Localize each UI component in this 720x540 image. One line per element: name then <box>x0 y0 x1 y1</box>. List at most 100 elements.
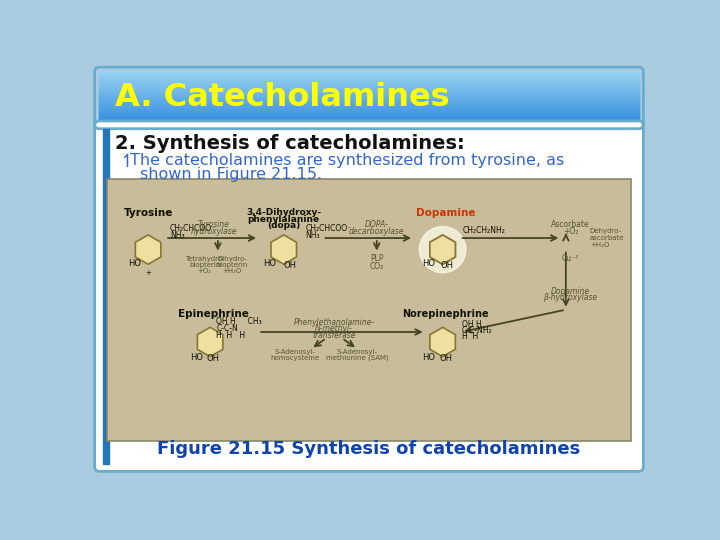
Bar <box>99 75 639 76</box>
Bar <box>99 73 639 75</box>
Polygon shape <box>430 235 455 264</box>
Text: OH: OH <box>441 260 454 269</box>
FancyBboxPatch shape <box>94 121 644 471</box>
Text: HO: HO <box>127 259 140 268</box>
Text: homocysteine: homocysteine <box>271 355 320 361</box>
Bar <box>99 78 639 79</box>
Bar <box>99 82 639 83</box>
Text: transferase: transferase <box>312 330 356 340</box>
Bar <box>99 77 639 78</box>
Polygon shape <box>135 235 161 264</box>
Bar <box>99 108 639 109</box>
Bar <box>99 92 639 93</box>
Bar <box>99 102 639 103</box>
Text: biopterin: biopterin <box>189 262 220 268</box>
Bar <box>99 106 639 107</box>
Text: OH H     CH₃: OH H CH₃ <box>216 316 262 326</box>
Text: methionine (SAM): methionine (SAM) <box>326 355 389 361</box>
Bar <box>99 93 639 94</box>
Text: The catecholamines are synthesized from tyrosine, as: The catecholamines are synthesized from … <box>130 153 564 168</box>
Bar <box>99 92 639 93</box>
Text: shown in Figure 21.15.: shown in Figure 21.15. <box>140 167 323 182</box>
Bar <box>99 115 639 116</box>
Bar <box>99 94 639 95</box>
Text: Dopamine: Dopamine <box>551 287 590 296</box>
Bar <box>99 118 639 119</box>
Text: hydroxylase: hydroxylase <box>191 227 238 237</box>
Text: Phenylethanolamine-: Phenylethanolamine- <box>294 318 374 327</box>
Bar <box>99 112 639 113</box>
Bar <box>99 100 639 101</box>
Bar <box>99 105 639 106</box>
Bar <box>99 84 639 85</box>
Bar <box>99 85 639 86</box>
FancyBboxPatch shape <box>86 60 652 485</box>
Bar <box>99 116 639 117</box>
Bar <box>99 89 639 90</box>
Bar <box>99 120 639 121</box>
Bar <box>99 80 639 82</box>
Text: CH₂CH₂NH₂: CH₂CH₂NH₂ <box>463 226 505 235</box>
Text: Dehydro-
ascorbate
+H₂O: Dehydro- ascorbate +H₂O <box>590 228 624 248</box>
Bar <box>99 111 639 112</box>
Text: NH₃: NH₃ <box>170 231 184 240</box>
Bar <box>99 117 639 118</box>
Text: (dopa): (dopa) <box>267 221 300 230</box>
Bar <box>99 78 639 79</box>
Text: DOPA-: DOPA- <box>365 220 389 230</box>
Bar <box>99 121 639 122</box>
Text: OH: OH <box>207 354 220 363</box>
Bar <box>99 96 639 97</box>
Text: Dopamine: Dopamine <box>416 208 475 218</box>
Bar <box>99 110 639 111</box>
Bar <box>99 74 639 75</box>
Polygon shape <box>271 235 297 264</box>
Bar <box>99 112 639 113</box>
Bar <box>99 79 639 80</box>
Bar <box>99 90 639 91</box>
Text: C-C-N: C-C-N <box>216 323 238 333</box>
Text: CO₂: CO₂ <box>369 262 384 271</box>
Bar <box>99 86 639 87</box>
Bar <box>99 101 639 102</box>
Text: H  H: H H <box>462 332 478 341</box>
Bar <box>99 81 639 82</box>
Text: Ascorbate: Ascorbate <box>552 220 590 230</box>
Text: Norepinephrine: Norepinephrine <box>402 308 489 319</box>
Bar <box>99 109 639 110</box>
Bar <box>99 96 639 97</box>
Text: phenylalanine: phenylalanine <box>248 215 320 224</box>
Bar <box>99 95 639 96</box>
Text: Tetrahydro-: Tetrahydro- <box>185 256 225 262</box>
Bar <box>99 98 639 99</box>
Text: HO: HO <box>264 259 276 268</box>
Bar <box>99 75 639 76</box>
Text: 3,4-Dihydroxy-: 3,4-Dihydroxy- <box>246 208 321 217</box>
Bar <box>99 111 639 112</box>
Text: decarboxylase: decarboxylase <box>349 227 405 237</box>
Text: HO: HO <box>422 353 435 362</box>
Circle shape <box>419 226 466 273</box>
Polygon shape <box>430 327 455 356</box>
Bar <box>99 71 639 72</box>
Text: H  H   H: H H H <box>216 330 246 340</box>
Bar <box>103 129 109 464</box>
Text: ↿: ↿ <box>120 153 135 171</box>
Bar <box>99 97 639 98</box>
Bar <box>107 179 631 441</box>
Text: OH: OH <box>439 354 452 363</box>
Bar <box>99 113 639 114</box>
Bar <box>99 77 639 78</box>
Text: CH₂CHCOO⁻: CH₂CHCOO⁻ <box>305 224 351 233</box>
Bar <box>99 98 639 99</box>
Bar <box>99 114 639 115</box>
Bar <box>99 90 639 91</box>
Bar <box>99 114 639 116</box>
Text: HO: HO <box>422 259 435 268</box>
Text: Cu⁻²: Cu⁻² <box>562 254 579 264</box>
Bar <box>99 84 639 85</box>
Text: Figure 21.15 Synthesis of catecholamines: Figure 21.15 Synthesis of catecholamines <box>158 440 580 457</box>
Text: +: + <box>145 269 151 276</box>
Bar <box>99 86 639 87</box>
Bar <box>99 119 639 120</box>
